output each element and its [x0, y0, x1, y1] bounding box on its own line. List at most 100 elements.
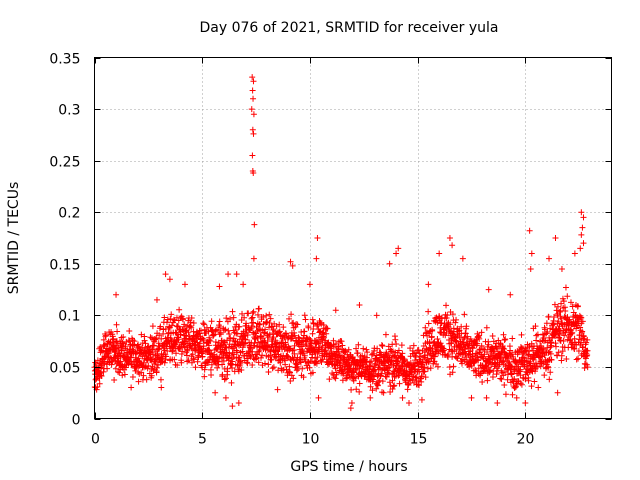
data-point — [156, 332, 163, 339]
data-point — [140, 372, 147, 379]
data-point — [310, 319, 317, 326]
data-point — [282, 344, 289, 351]
data-point — [518, 331, 525, 338]
data-point — [354, 349, 361, 356]
data-point — [575, 348, 582, 355]
data-point — [413, 374, 420, 381]
data-point — [485, 286, 492, 293]
data-point — [575, 355, 582, 362]
data-point — [190, 355, 197, 362]
data-point — [270, 334, 277, 341]
data-point — [178, 359, 185, 366]
data-point — [132, 367, 139, 374]
data-point — [501, 381, 508, 388]
data-point — [537, 363, 544, 370]
data-point — [306, 281, 313, 288]
data-point — [221, 376, 228, 383]
data-point — [369, 387, 376, 394]
data-point — [583, 339, 590, 346]
data-point — [250, 170, 257, 177]
data-point — [122, 364, 129, 371]
data-point — [155, 346, 162, 353]
y-tick-label: 0.15 — [49, 258, 80, 274]
data-point — [412, 374, 419, 381]
data-point — [212, 389, 219, 396]
data-point — [212, 339, 219, 346]
data-point — [551, 301, 558, 308]
data-point — [120, 334, 127, 341]
data-point — [174, 362, 181, 369]
data-point — [484, 377, 491, 384]
data-point — [293, 367, 300, 374]
data-point — [318, 358, 325, 365]
data-point — [94, 357, 101, 364]
data-point — [526, 227, 533, 234]
data-point — [249, 126, 256, 133]
data-point — [174, 323, 181, 330]
data-point — [498, 376, 505, 383]
data-point — [536, 354, 543, 361]
data-point — [166, 276, 173, 283]
data-point — [478, 329, 485, 336]
data-point — [171, 356, 178, 363]
data-point — [533, 332, 540, 339]
data-point — [352, 366, 359, 373]
data-point — [309, 369, 316, 376]
data-point — [157, 376, 164, 383]
data-point — [502, 391, 509, 398]
data-point — [122, 343, 129, 350]
data-point — [109, 333, 116, 340]
data-point — [459, 360, 466, 367]
data-point — [558, 315, 565, 322]
data-point — [261, 360, 268, 367]
data-point — [556, 309, 563, 316]
data-point — [190, 320, 197, 327]
y-tick-label: 0 — [72, 413, 81, 429]
data-point — [527, 265, 534, 272]
data-point — [532, 323, 539, 330]
data-point — [543, 330, 550, 337]
data-point — [392, 373, 399, 380]
data-point — [559, 348, 566, 355]
data-point — [128, 361, 135, 368]
data-point — [221, 327, 228, 334]
data-point — [501, 336, 508, 343]
data-point — [236, 323, 243, 330]
data-point — [222, 394, 229, 401]
data-point — [379, 389, 386, 396]
data-point — [282, 361, 289, 368]
data-point — [119, 372, 126, 379]
data-point — [96, 380, 103, 387]
data-point — [516, 348, 523, 355]
data-point — [236, 354, 243, 361]
data-point — [183, 349, 190, 356]
data-point — [254, 335, 261, 342]
data-point — [335, 339, 342, 346]
y-tick-labels: 0 0.05 0.1 0.15 0.2 0.25 0.3 0.35 — [49, 52, 80, 429]
data-point — [528, 250, 535, 257]
data-point — [560, 337, 567, 344]
data-point — [571, 250, 578, 257]
y-axis-label: SRMTID / TECUs — [6, 182, 22, 295]
data-point — [255, 348, 262, 355]
data-point — [176, 306, 183, 313]
data-point — [385, 343, 392, 350]
data-point — [489, 332, 496, 339]
data-point — [440, 347, 447, 354]
data-point — [258, 354, 265, 361]
data-point — [528, 383, 535, 390]
data-point — [535, 384, 542, 391]
data-point — [525, 377, 532, 384]
data-point — [338, 338, 345, 345]
data-point — [558, 352, 565, 359]
data-point — [276, 329, 283, 336]
data-point — [166, 323, 173, 330]
data-point — [225, 327, 232, 334]
data-point — [138, 331, 145, 338]
data-point — [113, 291, 120, 298]
data-point — [458, 323, 465, 330]
data-point — [97, 344, 104, 351]
data-point — [145, 362, 152, 369]
data-point — [526, 348, 533, 355]
